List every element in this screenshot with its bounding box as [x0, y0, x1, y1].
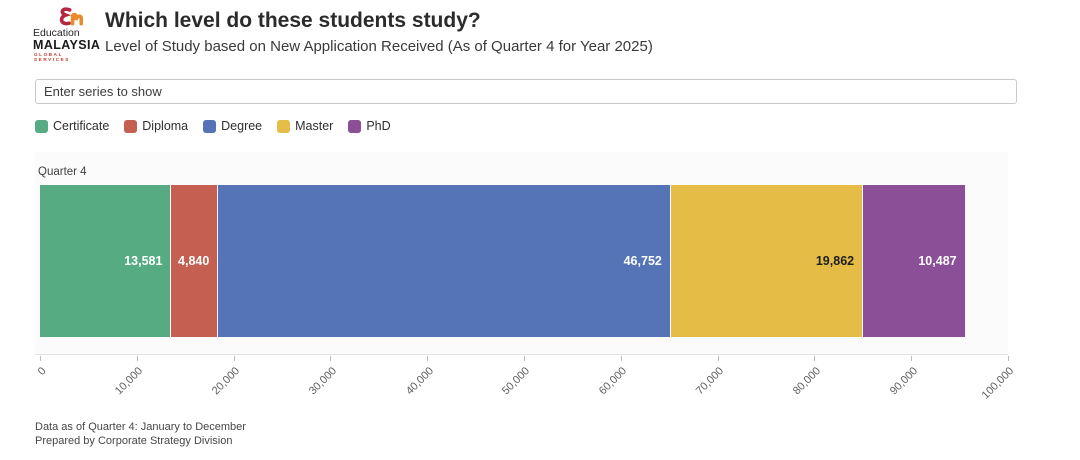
x-axis: 0 10,000 20,000 30,000 40,000 50,000 60,000 70,…	[36, 356, 1016, 416]
x-axis-tick	[136, 356, 138, 361]
bar-segment-master[interactable]: 19,862	[670, 185, 864, 337]
legend-label: PhD	[366, 119, 391, 133]
logo-text-malaysia: MALAYSIA	[33, 38, 101, 52]
page-title: Which level do these students study?	[105, 9, 481, 32]
header: Education MALAYSIA GLOBAL SERVICES Which…	[33, 6, 653, 62]
legend-swatch-icon	[124, 119, 138, 133]
page-subtitle: Level of Study based on New Application …	[105, 38, 653, 56]
footer-line-2: Prepared by Corporate Strategy Division	[35, 434, 233, 447]
x-axis-tick	[911, 356, 913, 361]
logo-text-global-services: GLOBAL SERVICES	[34, 52, 70, 62]
x-axis-tick-label: 20,000	[209, 365, 243, 398]
bar-area: Quarter 4 13,581 4,840 46,752 19,862 10,487	[38, 152, 1008, 354]
bar-segment-degree[interactable]: 46,752	[218, 185, 671, 337]
x-axis-tick-label: 70,000	[693, 365, 727, 398]
x-axis-tick	[40, 356, 41, 361]
legend-swatch-icon	[348, 119, 362, 133]
education-malaysia-logo: Education MALAYSIA GLOBAL SERVICES	[33, 6, 100, 62]
title-block: Which level do these students study? Lev…	[105, 6, 653, 55]
bar-segment-value: 13,581	[124, 254, 163, 268]
education-malaysia-logo-icon	[59, 7, 84, 26]
bar-segment-phd[interactable]: 10,487	[863, 185, 965, 337]
legend-label: Certificate	[53, 119, 110, 133]
bar-segment-value: 19,862	[815, 254, 855, 268]
bar-segment-value: 10,487	[918, 254, 957, 268]
x-axis-tick-label: 10,000	[112, 365, 146, 398]
chart-plot-area: Quarter 4 13,581 4,840 46,752 19,862 10,487	[35, 152, 1008, 355]
x-axis-tick	[427, 356, 429, 361]
legend-item-diploma[interactable]: Diploma	[124, 119, 188, 133]
bar-segment-certificate[interactable]: 13,581	[40, 185, 172, 337]
footer-notes: Data as of Quarter 4: January to Decembe…	[35, 421, 246, 449]
x-axis-tick	[717, 356, 719, 361]
x-axis-tick-label: 60,000	[596, 365, 630, 398]
x-axis-tick	[524, 356, 525, 361]
x-axis-tick	[330, 356, 332, 361]
legend-item-master[interactable]: Master	[277, 119, 333, 133]
legend-label: Diploma	[142, 119, 189, 133]
legend-swatch-icon	[277, 119, 291, 133]
x-axis-tick	[814, 356, 816, 361]
bar-segment-value: 4,840	[178, 254, 210, 268]
legend-swatch-icon	[35, 119, 48, 133]
bar-segment-diploma[interactable]: 4,840	[171, 185, 219, 337]
legend-swatch-icon	[203, 119, 217, 133]
x-axis-tick	[1008, 356, 1009, 361]
legend-item-degree[interactable]: Degree	[203, 119, 262, 133]
legend-label: Degree	[221, 119, 263, 133]
x-axis-tick-label: 30,000	[306, 365, 339, 398]
x-axis-tick	[620, 356, 622, 361]
x-axis-tick-label: 80,000	[790, 365, 823, 398]
x-axis-tick-label: 0	[35, 365, 49, 378]
legend-label: Master	[295, 119, 334, 133]
stacked-bar: 13,581 4,840 46,752 19,862 10,487	[40, 185, 1008, 337]
x-axis-tick-label: 50,000	[500, 365, 533, 398]
x-axis-tick-label: 90,000	[887, 365, 920, 398]
bar-segment-value: 46,752	[623, 254, 662, 268]
logo-text-education: Education	[33, 27, 80, 39]
x-axis-tick-label: 40,000	[403, 365, 436, 398]
x-axis-tick-label: 100,000	[979, 365, 1017, 402]
legend-item-phd[interactable]: PhD	[348, 119, 391, 133]
bar-category-label: Quarter 4	[38, 166, 87, 178]
legend-item-certificate[interactable]: Certificate	[35, 119, 109, 133]
series-filter-input[interactable]	[35, 79, 1017, 104]
footer-line-1: Data as of Quarter 4: January to Decembe…	[35, 421, 246, 433]
x-axis-tick	[233, 356, 235, 361]
chart-legend: Certificate Diploma Degree Master PhD	[35, 119, 391, 133]
